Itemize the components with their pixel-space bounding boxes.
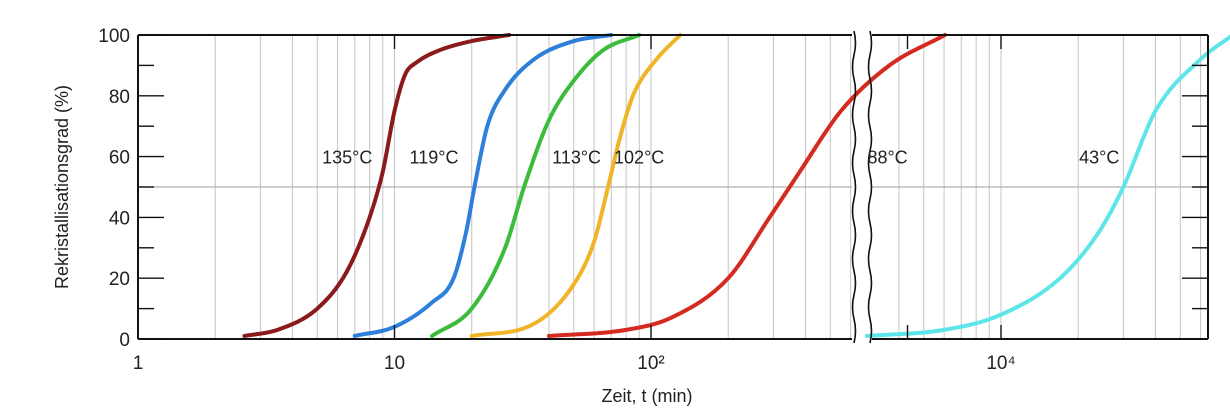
x-axis-title: Zeit, t (min) [601, 386, 692, 406]
axis-break-right [867, 30, 873, 344]
curve-88c [546, 33, 947, 338]
curve-43c [864, 34, 1230, 338]
curve-label: 102°C [614, 148, 664, 168]
y-axis-title: Rekristallisationsgrad (%) [52, 85, 72, 289]
x-tick-label: 10⁴ [986, 353, 1015, 374]
x-tick-label: 1 [133, 353, 144, 374]
curve-135c [242, 33, 512, 338]
y-tick-label: 0 [119, 330, 130, 351]
curves-layer [242, 33, 1230, 338]
y-tick-label: 40 [109, 208, 130, 229]
grid-layer [138, 35, 1208, 339]
axis-break-left [851, 30, 857, 344]
curve-label: 43°C [1079, 148, 1119, 168]
text-layer: 135°C 119°C 113°C 102°C 88°C 43°C 0 20 40 60 80 100… [52, 26, 1119, 406]
x-tick-label: 10 [384, 353, 405, 374]
curve-113c [429, 33, 642, 338]
curve-119c [352, 33, 614, 338]
curve-label: 135°C [322, 148, 372, 168]
y-tick-label: 80 [109, 87, 130, 108]
y-tick-label: 20 [109, 269, 130, 290]
curve-label: 113°C [552, 148, 601, 168]
curve-label: 119°C [410, 148, 459, 168]
y-tick-label: 100 [98, 26, 130, 47]
frame-layer [137, 30, 1209, 344]
x-tick-label: 10² [637, 353, 664, 374]
y-tick-label: 60 [109, 148, 130, 169]
curve-102c [469, 33, 683, 338]
curve-label: 88°C [867, 148, 907, 168]
